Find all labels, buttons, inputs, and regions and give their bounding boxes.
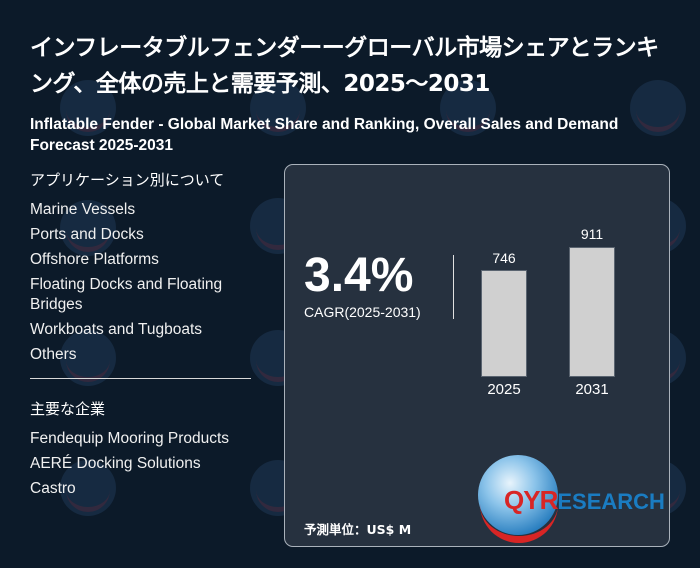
applications-list: Marine Vessels Ports and Docks Offshore … xyxy=(30,200,260,370)
page-title: インフレータブルフェンダーーグローバル市場シェアとランキング、全体の売上と需要予… xyxy=(30,35,659,97)
company-item: AERÉ Docking Solutions xyxy=(30,455,201,472)
panel-divider xyxy=(453,255,454,319)
application-item: Offshore Platforms xyxy=(30,251,159,268)
bar-value-2025: 746 xyxy=(492,250,516,266)
company-item: Castro xyxy=(30,480,76,497)
application-item: Workboats and Tugboats xyxy=(30,321,203,338)
company-item: Fendequip Mooring Products xyxy=(30,430,230,447)
companies-heading: 主要な企業 xyxy=(30,400,106,418)
bar-category-2025: 2025 xyxy=(487,381,521,398)
bar-value-2031: 911 xyxy=(580,226,604,242)
logo-qyr-text: QYR xyxy=(504,485,558,515)
cagr-value: 3.4% xyxy=(304,249,414,302)
qyresearch-arc-icon xyxy=(480,490,558,543)
section-divider xyxy=(30,378,251,379)
application-item: Floating Docks and Floating Bridges xyxy=(30,276,223,313)
applications-heading: アプリケーション別について xyxy=(30,171,225,189)
application-item: Ports and Docks xyxy=(30,226,144,243)
companies-list: Fendequip Mooring Products AERÉ Docking … xyxy=(30,429,260,504)
bar-2031 xyxy=(569,247,615,377)
bar-2025 xyxy=(481,270,527,377)
logo-esearch-text: ESEARCH xyxy=(557,489,665,514)
unit-label: 予測単位：US$ M xyxy=(304,522,412,537)
page-subtitle: Inflatable Fender - Global Market Share … xyxy=(30,116,619,154)
cagr-label: CAGR(2025-2031) xyxy=(304,304,421,320)
application-item: Others xyxy=(30,346,77,363)
bar-category-2031: 2031 xyxy=(575,381,609,398)
qyresearch-logo: QYRESEARCH xyxy=(504,485,665,517)
application-item: Marine Vessels xyxy=(30,201,136,218)
